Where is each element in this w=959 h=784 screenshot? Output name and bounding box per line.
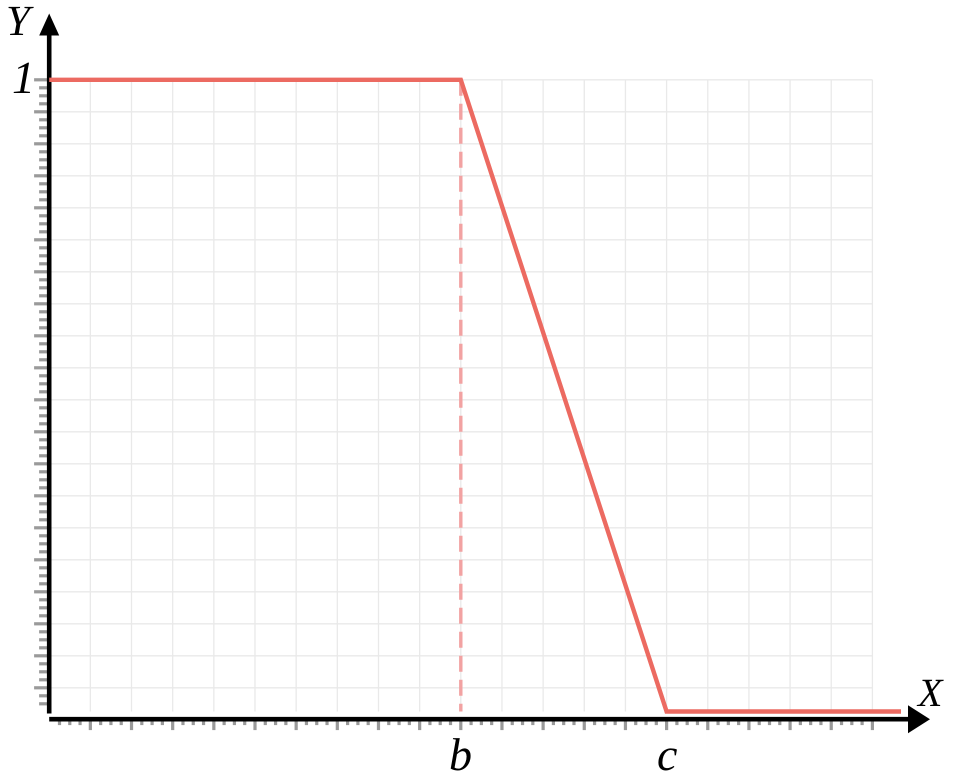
svg-text:X: X xyxy=(916,670,944,715)
svg-text:b: b xyxy=(449,729,472,779)
svg-text:Y: Y xyxy=(6,0,34,45)
svg-text:c: c xyxy=(657,729,677,779)
svg-text:1: 1 xyxy=(12,52,35,103)
